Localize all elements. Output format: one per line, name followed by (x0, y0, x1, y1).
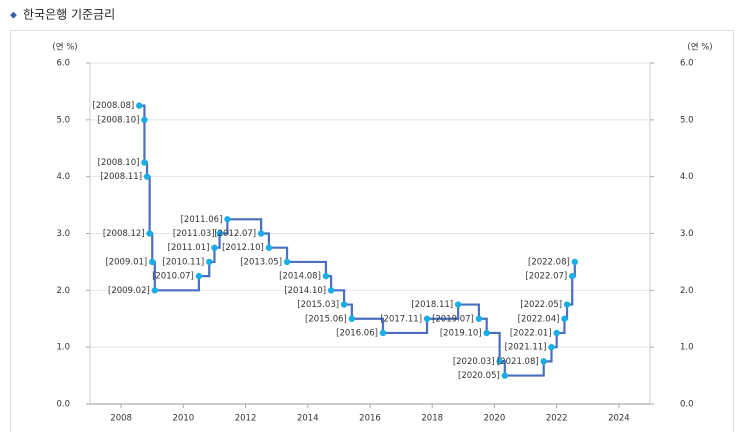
y-tick-label: 4.0 (56, 172, 70, 182)
rate-point (561, 315, 568, 322)
rate-point (195, 272, 203, 280)
x-tick-label: 2024 (608, 414, 630, 424)
point-label: [2021.08] (497, 357, 539, 367)
point-label: [2008.10] (98, 158, 140, 168)
y2-tick-label: 6.0 (680, 59, 694, 69)
rate-point (265, 244, 273, 251)
y2-tick-label: 3.0 (680, 229, 694, 239)
rate-point (146, 230, 153, 237)
rate-point (340, 301, 348, 308)
rate-point (540, 358, 547, 365)
rate-point (141, 116, 148, 124)
y-axis-label: (연 %) (52, 43, 77, 53)
x-tick-label: 2016 (359, 414, 381, 424)
rate-point (571, 258, 579, 266)
point-label: [2008.10] (98, 115, 140, 125)
point-label: [2012.10] (222, 243, 264, 253)
x-tick-label: 2014 (297, 414, 319, 424)
point-label: [2014.08] (279, 272, 321, 282)
rate-point (553, 329, 560, 337)
point-label: [2013.05] (240, 257, 282, 267)
point-label: [2011.03] (173, 229, 215, 239)
point-label: [2017.11] (380, 314, 422, 324)
point-label: [2011.01] (168, 243, 210, 253)
point-label: [2022.08] (528, 257, 570, 267)
y-tick-label: 5.0 (56, 115, 70, 125)
point-label: [2019.07] (432, 314, 474, 324)
rate-point (216, 230, 223, 237)
rate-point (501, 372, 509, 379)
point-label: [2020.05] (458, 371, 500, 381)
rate-point (141, 159, 148, 166)
point-label: [2009.02] (108, 286, 150, 296)
rate-point (322, 272, 330, 280)
y-tick-label: 1.0 (56, 343, 70, 353)
x-tick-label: 2018 (421, 414, 443, 424)
point-label: [2011.06] (181, 215, 223, 225)
rate-point (136, 102, 143, 109)
point-label: [2009.01] (105, 257, 147, 267)
chart-title: 한국은행 기준금리 (23, 7, 115, 22)
point-label: [2015.03] (297, 300, 339, 310)
y-tick-label: 2.0 (56, 286, 70, 296)
rate-point (348, 315, 356, 322)
rate-point (206, 258, 213, 266)
rate-point (569, 272, 576, 280)
point-label: [2008.08] (92, 101, 134, 111)
x-tick-label: 2012 (235, 414, 257, 424)
y2-tick-label: 0.0 (680, 400, 694, 410)
rate-point (483, 329, 490, 337)
y-tick-label: 6.0 (56, 59, 70, 69)
y2-tick-label: 5.0 (680, 115, 694, 125)
rate-point (563, 301, 571, 308)
x-tick-label: 2022 (546, 414, 568, 424)
point-label: [2010.07] (152, 272, 194, 282)
point-label: [2022.04] (518, 314, 560, 324)
point-label: [2020.03] (453, 357, 495, 367)
point-label: [2016.06] (336, 328, 378, 338)
rate-point (423, 315, 431, 322)
y-tick-label: 0.0 (56, 400, 70, 410)
point-label: [2012.07] (214, 229, 256, 239)
rate-point (151, 287, 159, 294)
y2-tick-label: 2.0 (680, 286, 694, 296)
y2-axis-label: (연 %) (687, 43, 712, 53)
rate-point (283, 258, 291, 266)
rate-point (149, 258, 156, 266)
point-label: [2022.01] (510, 328, 552, 338)
rate-point (454, 301, 462, 308)
x-tick-label: 2010 (173, 414, 195, 424)
rate-point (211, 244, 218, 251)
rate-point (327, 287, 335, 294)
point-label: [2021.11] (505, 343, 547, 353)
rate-point (143, 173, 151, 180)
point-label: [2010.11] (162, 257, 204, 267)
point-label: [2022.05] (520, 300, 562, 310)
point-label: [2022.07] (525, 272, 567, 282)
point-label: [2018.11] (411, 300, 453, 310)
y-tick-label: 3.0 (56, 229, 70, 239)
rate-point (257, 230, 265, 237)
x-tick-label: 2020 (484, 414, 506, 424)
y2-tick-label: 1.0 (680, 343, 694, 353)
x-tick-label: 2008 (110, 414, 132, 424)
rate-point (379, 329, 387, 337)
title-bullet: ◆ (10, 11, 17, 21)
point-label: [2019.10] (440, 328, 482, 338)
chart-frame (10, 30, 734, 432)
point-label: [2008.11] (100, 172, 142, 182)
point-label: [2014.10] (284, 286, 326, 296)
rate-point (475, 315, 483, 322)
point-label: [2015.06] (305, 314, 347, 324)
rate-point (224, 216, 231, 223)
rate-point (496, 358, 503, 365)
rate-line (139, 104, 576, 377)
y2-tick-label: 4.0 (680, 172, 694, 182)
point-label: [2008.12] (103, 229, 145, 239)
rate-point (548, 343, 555, 351)
